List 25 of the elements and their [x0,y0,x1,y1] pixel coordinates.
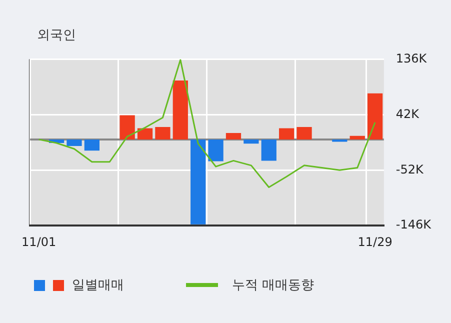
bar [367,93,383,140]
bar [190,139,206,224]
bar [261,139,276,161]
bar [332,139,348,142]
bar [120,115,135,140]
bar [244,139,259,144]
chart-title: 외국인 [37,27,76,44]
x-tick-label: 11/01 [22,234,56,249]
bar [155,127,170,140]
x-tick-label: 11/29 [358,234,392,249]
bar [296,127,312,140]
bar [66,139,82,146]
bar [137,128,153,140]
y-tick-label: -52K [396,162,424,176]
y-tick-label: 42K [396,106,420,121]
bar [208,139,224,162]
y-tick-label: 136K [396,51,428,66]
bar [279,128,294,140]
legend-label: 누적 매매동향 [232,277,314,294]
bar [350,136,365,140]
bar [84,139,100,151]
y-tick-label: -146K [396,218,432,232]
legend-label: 일별매매 [72,277,124,294]
bar [172,80,188,140]
bar [226,132,242,140]
